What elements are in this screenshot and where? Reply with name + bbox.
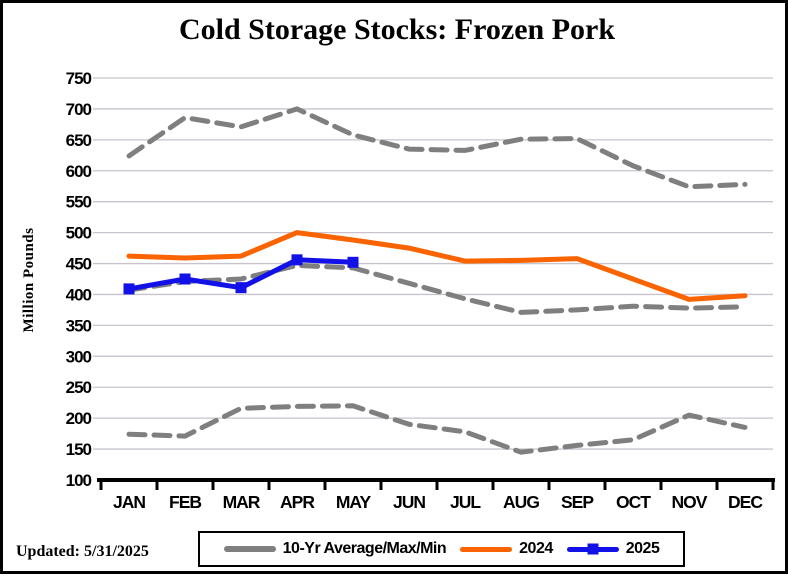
- legend-item-2024: 2024: [460, 540, 553, 558]
- xtick-label-MAR: MAR: [223, 492, 261, 512]
- ytick-label-300: 300: [66, 347, 92, 366]
- xtick-label-NOV: NOV: [672, 492, 708, 512]
- ytick-label-250: 250: [66, 378, 92, 397]
- ytick-label-450: 450: [66, 255, 92, 274]
- chart-title: Cold Storage Stocks: Frozen Pork: [178, 13, 616, 46]
- ytick-label-750: 750: [66, 69, 92, 88]
- ytick-label-550: 550: [66, 193, 92, 212]
- legend-blue-line-swatch: [566, 543, 619, 555]
- xtick-label-OCT: OCT: [616, 492, 651, 512]
- xtick-label-JUL: JUL: [450, 492, 481, 512]
- series-line-2024: [126, 230, 748, 302]
- legend-label-2024: 2024: [519, 540, 553, 557]
- legend-box: 10-Yr Average/Max/Min 2024 2025: [198, 531, 685, 567]
- ytick-label-400: 400: [66, 285, 92, 304]
- legend-orange-line-swatch: [460, 546, 513, 552]
- ytick-label-650: 650: [66, 131, 92, 150]
- ytick-label-350: 350: [66, 316, 92, 335]
- xtick-label-DEC: DEC: [728, 492, 763, 512]
- xtick-label-JAN: JAN: [113, 492, 145, 512]
- marker-square-may: [347, 256, 359, 268]
- legend-label-10yr: 10-Yr Average/Max/Min: [282, 540, 447, 557]
- ytick-label-500: 500: [66, 224, 92, 243]
- ytick-label-700: 700: [66, 100, 92, 119]
- ytick-label-600: 600: [66, 162, 92, 181]
- series-line-10-yr-max: [126, 106, 748, 190]
- xtick-label-JUN: JUN: [393, 492, 425, 512]
- chart-svg: 750 700 650 600 550 500 450 400 350 300 250 200 150 1…: [21, 69, 775, 512]
- legend-label-2025: 2025: [625, 540, 660, 557]
- xtick-label-AUG: AUG: [503, 492, 539, 512]
- xtick-label-APR: APR: [280, 492, 315, 512]
- ytick-label-200: 200: [66, 409, 92, 428]
- legend-item-2025: 2025: [566, 540, 660, 558]
- xtick-label-SEP: SEP: [561, 492, 594, 512]
- updated-date-label: Updated: 5/31/2025: [16, 543, 149, 560]
- legend-gray-dash-swatch: [223, 546, 276, 552]
- marker-square-jan: [123, 283, 135, 295]
- legend-square-marker-icon: [587, 543, 599, 555]
- series-line-10-yr-average: [126, 262, 748, 315]
- series-line-10-yr-min: [126, 403, 748, 455]
- y-axis-title: Million Pounds: [21, 228, 37, 333]
- xtick-label-MAY: MAY: [336, 492, 372, 512]
- ytick-label-150: 150: [66, 440, 92, 459]
- legend-item-10yr: 10-Yr Average/Max/Min: [223, 540, 447, 558]
- xtick-label-FEB: FEB: [169, 492, 201, 512]
- marker-square-apr: [291, 254, 303, 266]
- marker-square-feb: [179, 273, 191, 285]
- ytick-label-100: 100: [66, 471, 92, 490]
- marker-square-mar: [235, 282, 247, 294]
